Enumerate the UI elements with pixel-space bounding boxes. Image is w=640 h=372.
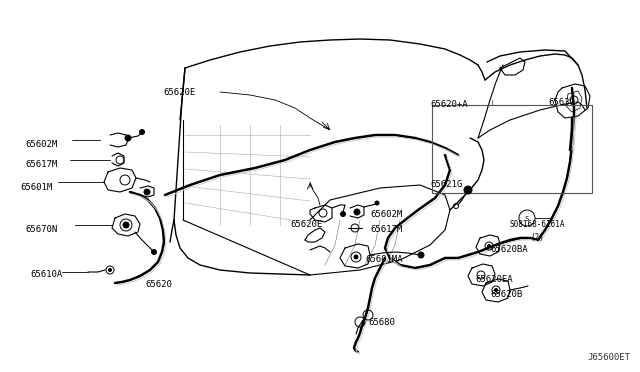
Text: 65620BA: 65620BA (490, 245, 527, 254)
Circle shape (140, 129, 145, 135)
Text: 65602M: 65602M (370, 210, 403, 219)
Circle shape (340, 212, 346, 217)
Text: 65620E: 65620E (290, 220, 323, 229)
Bar (432, 105, 592, 193)
Circle shape (125, 135, 131, 141)
Circle shape (144, 189, 150, 195)
Text: J65600ET: J65600ET (587, 353, 630, 362)
Circle shape (464, 186, 472, 194)
Text: 65620E: 65620E (163, 88, 195, 97)
Text: 65670N: 65670N (25, 225, 57, 234)
Text: 65602M: 65602M (25, 140, 57, 149)
Circle shape (418, 252, 424, 258)
Text: 65617M: 65617M (370, 225, 403, 234)
Text: 65620B: 65620B (490, 290, 522, 299)
Text: 65620: 65620 (145, 280, 172, 289)
Text: S: S (525, 216, 529, 222)
Text: 65617M: 65617M (25, 160, 57, 169)
Circle shape (495, 289, 497, 292)
Text: S08168-6161A: S08168-6161A (510, 220, 566, 229)
Circle shape (354, 255, 358, 259)
Text: 65610A: 65610A (30, 270, 62, 279)
Text: 65680: 65680 (368, 318, 395, 327)
Text: 65621G: 65621G (430, 180, 462, 189)
Circle shape (152, 250, 157, 254)
Text: 65620+A: 65620+A (430, 100, 468, 109)
Text: 65620EA: 65620EA (475, 275, 513, 284)
Text: 65601MA: 65601MA (365, 255, 403, 264)
Circle shape (123, 222, 129, 228)
Circle shape (375, 201, 379, 205)
Text: 65601M: 65601M (20, 183, 52, 192)
Text: 65630: 65630 (548, 98, 575, 107)
Text: (2): (2) (530, 233, 544, 242)
Circle shape (109, 269, 111, 272)
Circle shape (488, 244, 490, 247)
Circle shape (354, 209, 360, 215)
